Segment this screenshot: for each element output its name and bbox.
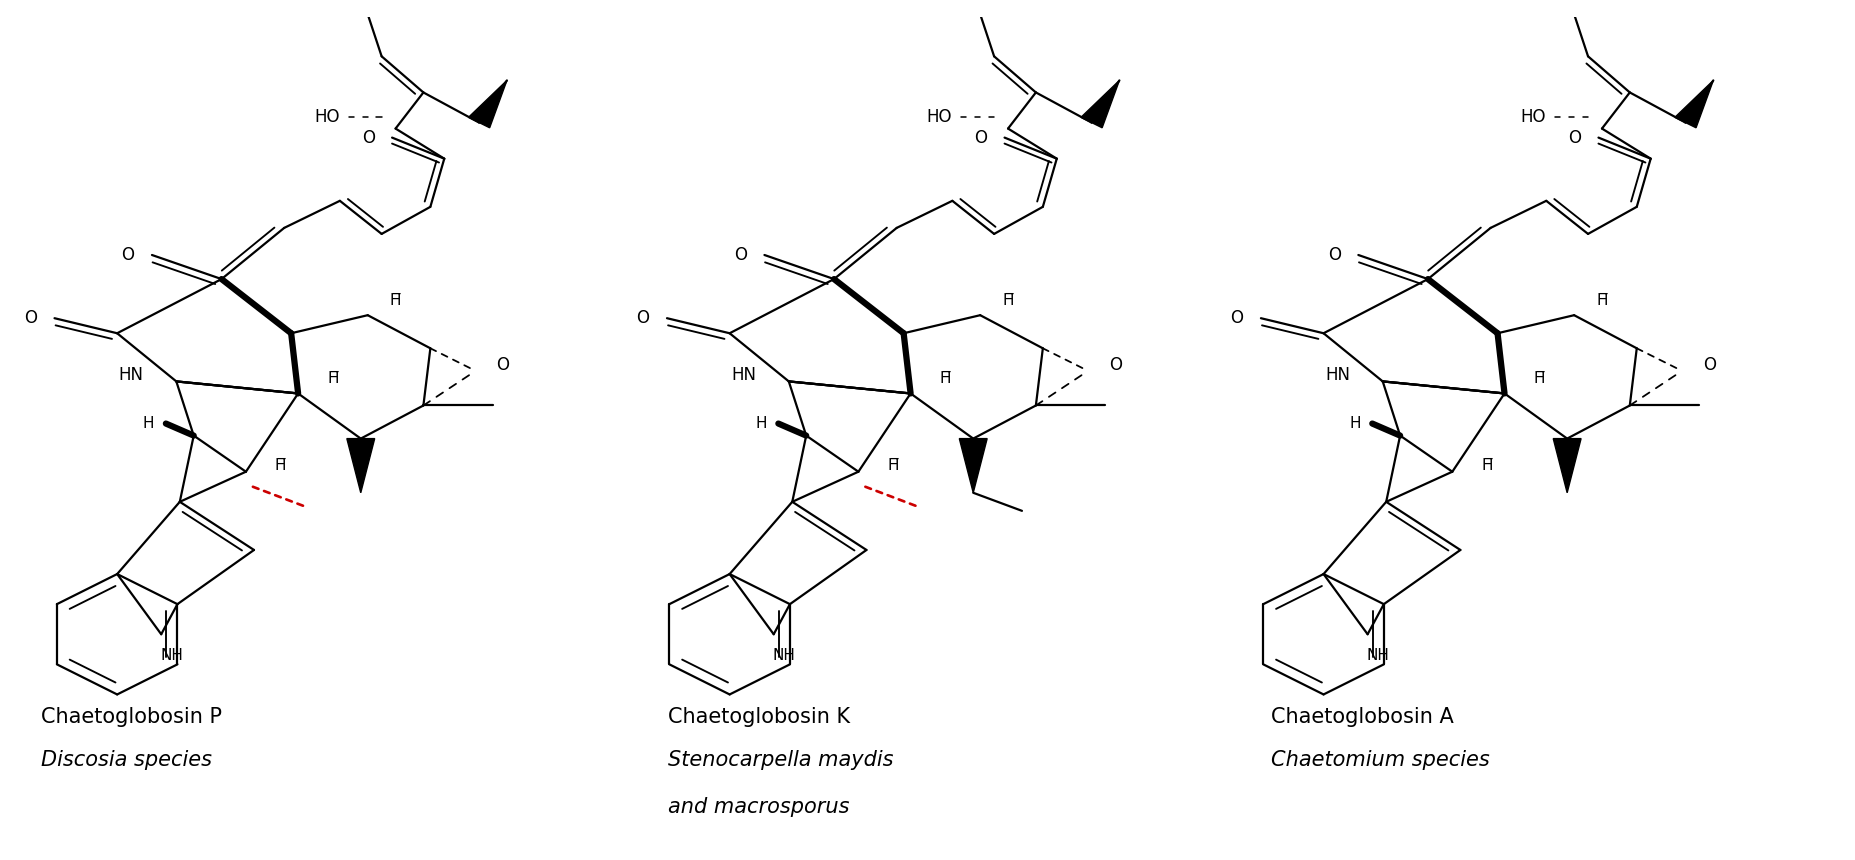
Text: NH: NH: [1365, 648, 1389, 663]
Text: H̅: H̅: [275, 458, 286, 473]
Text: NH: NH: [772, 648, 796, 663]
Text: H: H: [755, 416, 766, 431]
Text: H̅: H̅: [887, 458, 898, 473]
Text: H̅: H̅: [939, 371, 950, 386]
Text: O: O: [636, 310, 649, 327]
Text: O: O: [1107, 356, 1122, 374]
Text: O: O: [362, 129, 375, 146]
Text: H̅: H̅: [1002, 292, 1013, 308]
Text: O: O: [974, 129, 987, 146]
Polygon shape: [1080, 81, 1119, 128]
Text: H̅: H̅: [1532, 371, 1543, 386]
Text: O: O: [497, 356, 510, 374]
Text: HO: HO: [1519, 108, 1545, 126]
Text: O: O: [1567, 129, 1580, 146]
Text: O: O: [1326, 246, 1339, 264]
Text: H̅: H̅: [1480, 458, 1491, 473]
Polygon shape: [467, 81, 506, 128]
Text: H: H: [1349, 416, 1360, 431]
Text: Stenocarpella maydis: Stenocarpella maydis: [668, 750, 892, 770]
Text: and macrosporus: and macrosporus: [668, 797, 850, 817]
Polygon shape: [1553, 439, 1580, 493]
Text: O: O: [733, 246, 746, 264]
Text: O: O: [1230, 310, 1243, 327]
Text: NH: NH: [160, 648, 184, 663]
Text: HN: HN: [1324, 366, 1349, 384]
Text: HN: HN: [119, 366, 143, 384]
Text: HO: HO: [926, 108, 952, 126]
Text: O: O: [121, 246, 135, 264]
Text: HN: HN: [731, 366, 755, 384]
Text: H̅: H̅: [1595, 292, 1606, 308]
Text: H̅: H̅: [326, 371, 338, 386]
Text: Chaetoglobosin P: Chaetoglobosin P: [41, 707, 223, 727]
Text: HO: HO: [313, 108, 339, 126]
Text: O: O: [24, 310, 37, 327]
Text: Discosia species: Discosia species: [41, 750, 211, 770]
Text: Chaetomium species: Chaetomium species: [1271, 750, 1490, 770]
Text: O: O: [1703, 356, 1716, 374]
Text: H: H: [143, 416, 154, 431]
Polygon shape: [959, 439, 987, 493]
Text: H̅: H̅: [390, 292, 401, 308]
Text: Chaetoglobosin A: Chaetoglobosin A: [1271, 707, 1452, 727]
Polygon shape: [1673, 81, 1712, 128]
Text: Chaetoglobosin K: Chaetoglobosin K: [668, 707, 850, 727]
Polygon shape: [347, 439, 375, 493]
